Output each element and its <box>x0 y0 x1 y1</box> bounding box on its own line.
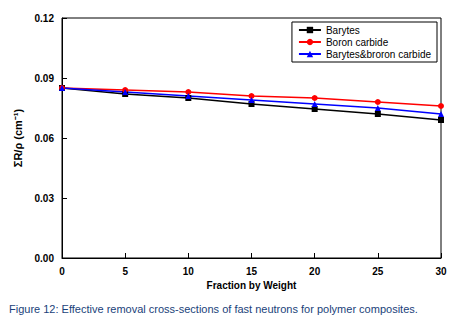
svg-text:0.03: 0.03 <box>35 193 55 204</box>
svg-text:30: 30 <box>435 266 447 277</box>
svg-text:Barytes&broron carbide: Barytes&broron carbide <box>326 49 431 60</box>
svg-text:0.00: 0.00 <box>35 253 55 264</box>
svg-text:0.12: 0.12 <box>35 13 55 24</box>
svg-text:0.09: 0.09 <box>35 73 55 84</box>
svg-text:Fraction by Weight: Fraction by Weight <box>207 280 297 291</box>
svg-text:5: 5 <box>122 266 128 277</box>
svg-text:0: 0 <box>59 266 65 277</box>
svg-text:Figure 12: Effective removal c: Figure 12: Effective removal cross-secti… <box>9 303 418 315</box>
svg-text:ΣR/ρ (cm⁻¹): ΣR/ρ (cm⁻¹) <box>12 108 24 167</box>
svg-text:Boron carbide: Boron carbide <box>326 37 389 48</box>
svg-text:20: 20 <box>309 266 321 277</box>
svg-text:15: 15 <box>246 266 258 277</box>
svg-text:0.06: 0.06 <box>35 133 55 144</box>
svg-text:25: 25 <box>372 266 384 277</box>
svg-text:Barytes: Barytes <box>326 25 360 36</box>
svg-text:10: 10 <box>183 266 195 277</box>
